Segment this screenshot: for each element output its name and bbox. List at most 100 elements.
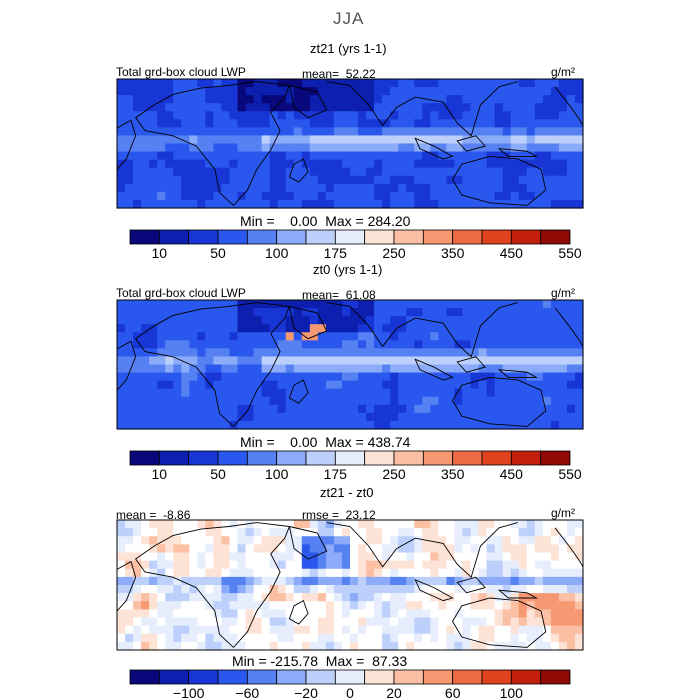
panel1-minmax: Min = 0.00 Max = 284.20 bbox=[240, 213, 411, 229]
map-panel-1 bbox=[117, 79, 584, 209]
colorbar-segment bbox=[305, 450, 336, 466]
colorbar-segment bbox=[510, 450, 542, 466]
map-frame-2 bbox=[116, 299, 584, 430]
coastlines-1 bbox=[117, 82, 583, 206]
map-frame-3 bbox=[116, 519, 584, 651]
colorbar-segment bbox=[422, 669, 454, 685]
colorbar-tick-label: −100 bbox=[173, 685, 205, 700]
colorbar-segment bbox=[364, 450, 395, 466]
map-panel-2 bbox=[117, 300, 584, 430]
panel3-rmse: rmse = 23.12 bbox=[302, 508, 376, 522]
colorbar-segment bbox=[188, 669, 219, 685]
colorbar-tick-label: 0 bbox=[346, 685, 354, 700]
colorbar-tick-label: 175 bbox=[324, 466, 348, 482]
colorbar-segment bbox=[158, 229, 190, 245]
colorbar-segment bbox=[510, 229, 542, 245]
colorbar-segment bbox=[129, 229, 160, 245]
colorbar-segment bbox=[129, 669, 160, 685]
panel2-title: zt0 (yrs 1-1) bbox=[313, 262, 383, 277]
colorbar-tick-label: 50 bbox=[210, 466, 226, 482]
colorbar-tick-label: 550 bbox=[558, 466, 582, 482]
colorbar-segment bbox=[217, 450, 248, 466]
colorbar-segment bbox=[246, 450, 278, 466]
panel2-units: g/m² bbox=[551, 286, 575, 300]
colorbar-tick-label: −60 bbox=[235, 685, 259, 700]
colorbar-1: 10 50 100 175 250 350 450 550 bbox=[129, 229, 582, 261]
colorbar-segment bbox=[334, 229, 366, 245]
coastlines-2 bbox=[117, 303, 583, 427]
colorbar-segment bbox=[246, 229, 278, 245]
colorbar-segment bbox=[217, 229, 248, 245]
colorbar-segment bbox=[364, 669, 395, 685]
colorbar-tick-label: 60 bbox=[445, 685, 461, 700]
colorbar-tick-label: 10 bbox=[152, 245, 168, 261]
colorbar-tick-label: 20 bbox=[386, 685, 402, 700]
colorbar-tick-label: −20 bbox=[294, 685, 318, 700]
colorbar-segment bbox=[452, 229, 483, 245]
colorbar-segment bbox=[540, 669, 571, 685]
map-field-3 bbox=[117, 520, 584, 651]
colorbar-segment bbox=[393, 229, 424, 245]
colorbar-segment bbox=[158, 669, 190, 685]
panel1-variable-label: Total grd-box cloud LWP bbox=[116, 65, 246, 79]
map-field-1 bbox=[117, 79, 584, 209]
colorbar-segment bbox=[481, 229, 512, 245]
colorbar-segment bbox=[334, 669, 366, 685]
colorbar-segment bbox=[422, 450, 454, 466]
colorbar-tick-label: 50 bbox=[210, 245, 226, 261]
colorbar-segment bbox=[129, 450, 160, 466]
colorbar-segment bbox=[305, 229, 336, 245]
map-field-2 bbox=[117, 300, 584, 430]
colorbar-segment bbox=[188, 450, 219, 466]
colorbar-segment bbox=[422, 229, 454, 245]
colorbar-2: 10 50 100 175 250 350 450 550 bbox=[129, 450, 582, 482]
colorbar-tick-label: 100 bbox=[265, 466, 289, 482]
colorbar-tick-label: 350 bbox=[441, 245, 465, 261]
colorbar-tick-label: 350 bbox=[441, 466, 465, 482]
colorbar-segment bbox=[158, 450, 190, 466]
colorbar-segment bbox=[188, 229, 219, 245]
colorbar-tick-label: 250 bbox=[382, 245, 406, 261]
colorbar-tick-label: 450 bbox=[500, 245, 524, 261]
panel3-mean: mean = -8.86 bbox=[116, 508, 191, 522]
map-panel-3 bbox=[117, 520, 584, 651]
colorbar-tick-label: 100 bbox=[500, 685, 524, 700]
colorbar-segment bbox=[452, 450, 483, 466]
panel3-units: g/m² bbox=[551, 506, 575, 520]
panel1-title: zt21 (yrs 1-1) bbox=[310, 41, 387, 56]
map-frame-1 bbox=[116, 78, 584, 209]
colorbar-segment bbox=[276, 229, 307, 245]
panel2-minmax: Min = 0.00 Max = 438.74 bbox=[240, 434, 411, 450]
colorbar-segment bbox=[246, 669, 278, 685]
colorbar-segment bbox=[540, 450, 571, 466]
panel3-title: zt21 - zt0 bbox=[320, 485, 374, 500]
colorbar-segment bbox=[393, 669, 424, 685]
colorbar-segment bbox=[540, 229, 571, 245]
colorbar-tick-label: 100 bbox=[265, 245, 289, 261]
colorbar-segment bbox=[305, 669, 336, 685]
colorbar-segment bbox=[393, 450, 424, 466]
coastlines-3 bbox=[117, 523, 583, 648]
colorbar-tick-label: 450 bbox=[500, 466, 524, 482]
colorbar-segment bbox=[276, 669, 307, 685]
colorbar-tick-label: 175 bbox=[324, 245, 348, 261]
colorbar-segment bbox=[452, 669, 483, 685]
colorbar-segment bbox=[481, 450, 512, 466]
colorbar-segment bbox=[276, 450, 307, 466]
colorbar-segment bbox=[217, 669, 248, 685]
panel1-units: g/m² bbox=[551, 65, 575, 79]
colorbar-segment bbox=[334, 450, 366, 466]
panel3-minmax: Min = -215.78 Max = 87.33 bbox=[232, 653, 408, 669]
colorbar-3: −100 −60 −20 0 20 60 100 bbox=[129, 669, 571, 700]
colorbar-tick-label: 10 bbox=[152, 466, 168, 482]
colorbar-tick-label: 250 bbox=[382, 466, 406, 482]
panel2-mean: mean= 61.08 bbox=[302, 288, 376, 302]
season-title: JJA bbox=[333, 9, 365, 28]
colorbar-segment bbox=[364, 229, 395, 245]
panel2-variable-label: Total grd-box cloud LWP bbox=[116, 286, 246, 300]
panel1-mean: mean= 52.22 bbox=[302, 67, 376, 81]
colorbar-tick-label: 550 bbox=[558, 245, 582, 261]
colorbar-segment bbox=[481, 669, 512, 685]
colorbar-segment bbox=[510, 669, 542, 685]
